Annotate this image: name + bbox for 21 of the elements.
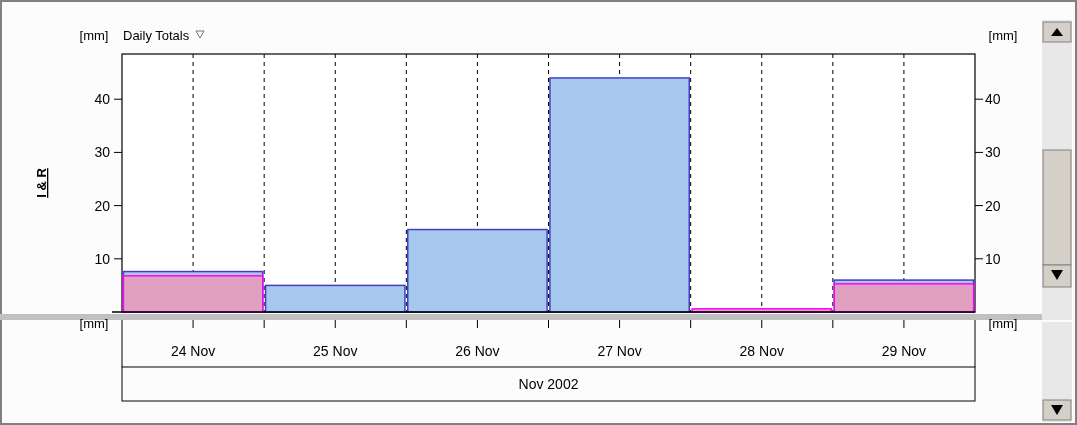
- x-tick-label: 25 Nov: [313, 343, 358, 359]
- y-tick-label: 20: [94, 197, 111, 214]
- y-tick-label: 10: [94, 250, 111, 267]
- x-tick-label: 27 Nov: [597, 343, 642, 359]
- text: [mm]: [79, 316, 109, 331]
- y-axis-title: I & R: [34, 167, 49, 198]
- x-tick-label: 29 Nov: [881, 343, 927, 359]
- y2-tick-label: 10: [985, 250, 1001, 267]
- y-tick-label: 40: [94, 91, 111, 108]
- x-tick-label: 26 Nov: [455, 343, 500, 359]
- y2-axis-title: [mm]: [988, 28, 1018, 43]
- y2-tick-label: 20: [985, 197, 1001, 214]
- text: [mm]: [79, 28, 109, 43]
- chart-title: Daily Totals: [123, 28, 190, 43]
- x-tick-label: 24 Nov: [170, 343, 216, 359]
- x-axis-title: Nov 2002: [518, 376, 579, 392]
- y2-tick-label: 30: [985, 144, 1001, 161]
- y2-tick-label: 40: [985, 91, 1001, 108]
- text: [mm]: [988, 316, 1018, 331]
- y-tick-label: 30: [94, 144, 111, 161]
- x-tick-label: 28 Nov: [739, 343, 784, 359]
